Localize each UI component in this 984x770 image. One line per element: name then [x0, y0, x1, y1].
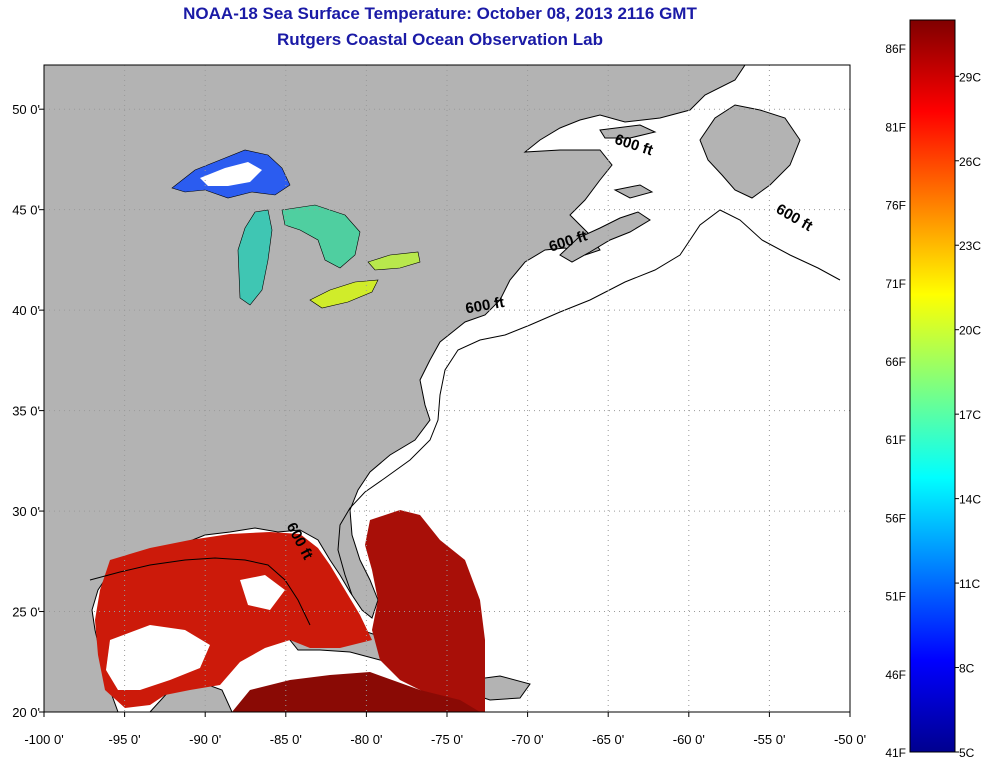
lon-tick-label: -95 0' — [109, 732, 141, 747]
colorbar-f-label: 51F — [885, 590, 906, 604]
lon-tick-label: -50 0' — [834, 732, 866, 747]
colorbar-f-label: 66F — [885, 355, 906, 369]
lon-tick-label: -85 0' — [270, 732, 302, 747]
lake-michigan — [237, 209, 273, 306]
colorbar-c-label: 17C — [959, 408, 981, 422]
colorbar-c-label: 5C — [959, 746, 975, 760]
lat-tick-label: 40 0' — [12, 303, 40, 318]
colorbar-f-label: 56F — [885, 511, 906, 525]
colorbar-f-label: 81F — [885, 120, 906, 134]
colorbar-c-label: 14C — [959, 493, 981, 507]
lake-erie — [309, 279, 379, 309]
colorbar-f-label: 86F — [885, 42, 906, 56]
newfoundland-land — [699, 104, 801, 199]
lake-superior-cloud — [200, 162, 262, 186]
map-title: NOAA-18 Sea Surface Temperature: October… — [183, 4, 697, 23]
colorbar-f-label: 76F — [885, 199, 906, 213]
isobath-label: 600 ft — [464, 294, 506, 318]
pei-land — [613, 184, 654, 199]
lon-tick-label: -55 0' — [753, 732, 785, 747]
colorbar — [909, 19, 956, 753]
lon-tick-label: -90 0' — [189, 732, 221, 747]
lat-tick-label: 30 0' — [12, 504, 40, 519]
gulf-cloud-gap-2 — [240, 575, 285, 610]
lat-tick-label: 25 0' — [12, 605, 40, 620]
lon-tick-label: -100 0' — [24, 732, 63, 747]
lon-tick-label: -60 0' — [673, 732, 705, 747]
isobath-600ft — [337, 209, 841, 596]
colorbar-f-label: 41F — [885, 746, 906, 760]
map-subtitle: Rutgers Coastal Ocean Observation Lab — [277, 30, 603, 49]
atlantic-sst-patch — [365, 510, 485, 712]
anticosti-land — [599, 124, 657, 139]
lake-ontario — [367, 251, 421, 271]
lon-tick-label: -65 0' — [592, 732, 624, 747]
colorbar-c-label: 23C — [959, 239, 981, 253]
gulf-cloud-gap — [106, 625, 210, 690]
lon-tick-label: -70 0' — [512, 732, 544, 747]
colorbar-c-label: 20C — [959, 324, 981, 338]
colorbar-c-label: 11C — [959, 577, 980, 591]
lat-lon-grid — [39, 65, 851, 717]
colorbar-f-label: 46F — [885, 668, 906, 682]
colorbar-labels: 86F 81F 76F 71F 66F 61F 56F 51F 46F 41F 29C 26C 23C 2… — [885, 42, 981, 760]
colorbar-c-label: 29C — [959, 70, 981, 84]
colorbar-c-label: 26C — [959, 155, 981, 169]
isobath-600ft-gulf — [89, 557, 311, 626]
lon-tick-label: -75 0' — [431, 732, 463, 747]
lat-tick-label: 20 0' — [12, 705, 40, 720]
colorbar-f-label: 71F — [885, 277, 906, 291]
axis-labels: -100 0' -95 0' -90 0' -85 0' -80 0' -75 0' -70… — [12, 102, 866, 747]
lake-huron — [281, 204, 361, 269]
nova-scotia-land — [559, 211, 651, 263]
map-frame — [43, 64, 851, 713]
colorbar-f-label: 61F — [885, 433, 906, 447]
lon-tick-label: -80 0' — [350, 732, 382, 747]
lat-tick-label: 45 0' — [12, 203, 40, 218]
colorbar-c-label: 8C — [959, 662, 975, 676]
lat-tick-label: 50 0' — [12, 102, 40, 117]
caribbean-sst-patch — [232, 672, 480, 712]
lat-tick-label: 35 0' — [12, 404, 40, 419]
